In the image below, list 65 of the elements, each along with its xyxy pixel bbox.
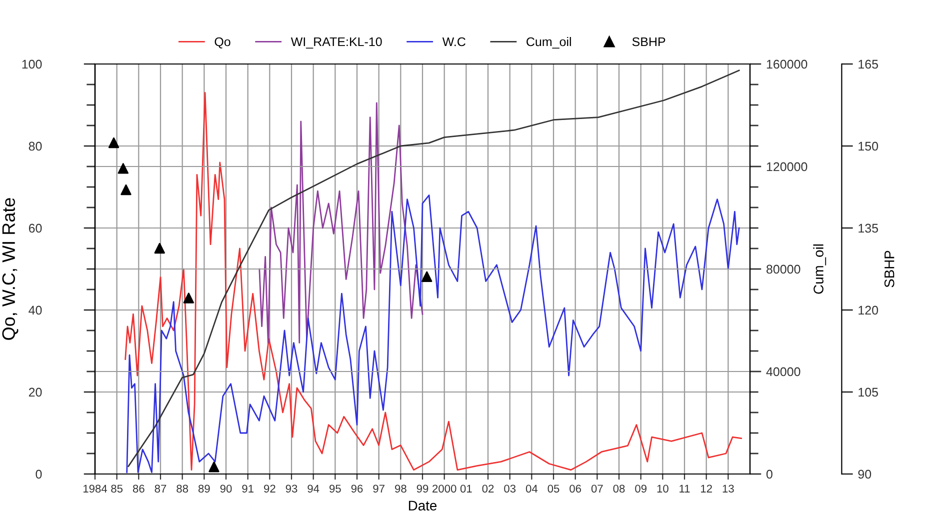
x-tick-label: 99 <box>416 484 428 493</box>
x-tick-label: 92 <box>264 484 276 493</box>
x-tick-label: 09 <box>635 484 646 493</box>
x-tick-label: 85 <box>111 484 123 493</box>
x-tick-label: 93 <box>286 484 298 493</box>
legend-label: SBHP <box>632 37 666 46</box>
x-tick-label: 2000 <box>432 484 456 493</box>
x-tick-label: 87 <box>154 484 166 493</box>
x-tick-label: 01 <box>460 484 472 493</box>
x-tick-label: 91 <box>242 484 254 493</box>
line-series <box>258 102 424 344</box>
x-tick-label: 1984 <box>83 484 108 493</box>
x-tick-label: 08 <box>613 484 625 493</box>
x-tick-label: 02 <box>482 484 494 493</box>
x-tick-label: 06 <box>570 484 582 493</box>
point <box>120 184 132 196</box>
point <box>208 462 220 472</box>
y-tick-label: 20 <box>28 388 42 397</box>
legend-label: WI_RATE:KL-10 <box>290 37 382 49</box>
x-tick-label: 94 <box>308 484 320 493</box>
x-tick-label: 86 <box>132 484 144 493</box>
y3-tick-label: 120 <box>858 306 878 315</box>
y3-tick-label: 135 <box>858 224 878 233</box>
line-series <box>126 194 740 474</box>
x-tick-label: 10 <box>657 484 668 493</box>
x-tick-label: 89 <box>198 484 210 493</box>
y3-axis-title: SBHP <box>884 250 894 288</box>
y2-axis-title: Cum_oil <box>813 244 826 294</box>
point <box>118 163 129 174</box>
x-tick-label: 88 <box>176 484 188 493</box>
x-tick-label: 04 <box>526 484 538 493</box>
point <box>154 242 165 254</box>
x-axis-title: Date <box>408 500 437 511</box>
x-tick-label: 90 <box>220 484 232 493</box>
x-tick-label: 11 <box>680 484 690 492</box>
y3-tick-label: 90 <box>858 470 872 479</box>
x-tick-label: 07 <box>591 484 603 493</box>
legend-label: Qo <box>214 37 230 48</box>
x-tick-label: 12 <box>701 484 712 492</box>
y2-tick-label: 80000 <box>766 264 800 274</box>
legend-label: Cum_oil <box>526 37 571 49</box>
x-tick-label: 03 <box>504 484 516 493</box>
x-tick-label: 97 <box>373 484 384 493</box>
y3-tick-label: 150 <box>858 142 878 151</box>
x-tick-label: 05 <box>548 484 560 493</box>
x-tick-label: 96 <box>351 484 363 493</box>
x-tick-label: 13 <box>722 484 734 493</box>
y-tick-label: 0 <box>36 470 42 479</box>
legend-label: W.C <box>442 37 466 46</box>
y2-tick-label: 0 <box>766 470 772 479</box>
y-tick-label: 80 <box>28 142 42 151</box>
y2-tick-label: 160000 <box>766 60 808 69</box>
point <box>183 292 194 304</box>
y2-tick-label: 40000 <box>766 367 800 376</box>
y2-tick-label: 120000 <box>766 162 808 172</box>
y3-tick-label: 165 <box>858 60 878 69</box>
point <box>108 137 120 148</box>
point <box>422 271 432 282</box>
x-tick-label: 95 <box>330 484 341 493</box>
x-tick-label: 98 <box>395 484 406 493</box>
y-axis-title: Qo, W.C, WI Rate <box>2 198 18 340</box>
y-tick-label: 60 <box>28 224 42 233</box>
y-tick-label: 40 <box>28 306 42 315</box>
y-tick-label: 100 <box>22 60 42 69</box>
y3-tick-label: 105 <box>858 388 878 397</box>
